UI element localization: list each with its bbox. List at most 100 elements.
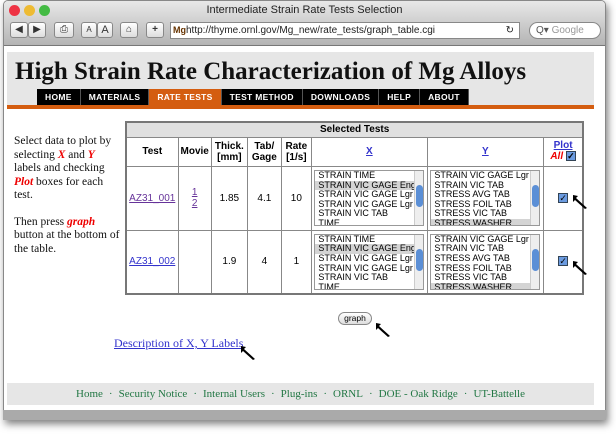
footer-links: Home · Security Notice · Internal Users · Plug… [7, 383, 594, 405]
option[interactable]: STRAIN VIC TAB [434, 179, 505, 190]
rate-cell: 1 [280, 229, 312, 295]
col-y-link[interactable]: Y [482, 146, 489, 157]
option[interactable]: STRAIN VIC GAGE Lgr neck [318, 198, 425, 209]
option[interactable]: STRAIN VIC GAGE Eng [315, 244, 424, 254]
print-button[interactable]: ⎙ [54, 22, 74, 38]
option[interactable]: STRAIN VIC TAB [434, 243, 505, 254]
scrollbar[interactable] [530, 234, 540, 289]
url-text: http://thyme.ornl.gov/Mg_new/rate_tests/… [186, 25, 436, 36]
option[interactable]: STRAIN VIC GAGE Lgr neck [434, 170, 541, 180]
pointer-arrow-icon [573, 261, 587, 275]
footer-link[interactable]: UT-Battelle [473, 388, 525, 400]
footer-link[interactable]: Home [76, 388, 103, 400]
footer-link[interactable]: Internal Users [202, 388, 265, 400]
footer-link[interactable]: DOE - Oak Ridge [378, 388, 458, 400]
text-larger-button[interactable]: A [97, 22, 113, 38]
nav-materials[interactable]: MATERIALS [80, 89, 150, 105]
option[interactable]: STRAIN VIC TAB [318, 272, 389, 283]
option[interactable]: STRESS WASHER [431, 282, 540, 289]
back-button[interactable]: ◀ [10, 22, 28, 38]
option[interactable]: STRAIN VIC GAGE Lgr [318, 252, 413, 263]
option[interactable]: STRAIN VIC GAGE Lgr neck [434, 233, 541, 244]
footer-link[interactable]: Plug-ins [280, 388, 318, 400]
option[interactable]: STRESS FOIL TAB [434, 262, 512, 273]
col-movie: Movie [177, 136, 212, 167]
y-select[interactable]: STRAIN VIC GAGE Lgr neck STRAIN VIC TAB ST… [430, 233, 541, 290]
separator: · [463, 388, 468, 400]
scrollbar[interactable] [530, 171, 540, 225]
nav-rate-tests[interactable]: RATE TESTS [149, 89, 222, 105]
option[interactable]: STRESS VIC TAB [434, 272, 508, 283]
thick-cell: 1.9 [210, 229, 248, 295]
separator: · [271, 388, 275, 400]
test-link[interactable]: AZ31_002 [129, 256, 176, 268]
option[interactable]: STRESS AVG TAB [434, 252, 510, 263]
separator: · [108, 388, 113, 400]
option[interactable]: STRESS WASHER [431, 218, 540, 225]
table-row: AZ31_002 1.9 4 1 STRAIN TIME STRAIN VIC GAGE … [125, 229, 584, 295]
option[interactable]: STRAIN VIC GAGE Eng [315, 180, 424, 191]
option[interactable]: STRAIN VIC TAB [318, 208, 389, 219]
nav-downloads[interactable]: DOWNLOADS [302, 89, 380, 105]
header-divider [7, 105, 594, 109]
option[interactable]: STRAIN TIME [318, 233, 376, 244]
footer-link[interactable]: ORNL [333, 388, 363, 400]
col-x-link[interactable]: X [366, 146, 373, 157]
option[interactable]: STRAIN VIC GAGE Lgr [318, 189, 413, 200]
tab-cell: 4 [246, 229, 282, 295]
plot-checkbox[interactable]: ✓ [558, 192, 569, 203]
option[interactable]: TIME [318, 217, 340, 226]
text-smaller-button[interactable]: A [81, 22, 97, 38]
search-input[interactable]: Q▾ Google [529, 22, 601, 39]
option[interactable]: STRESS FOIL TAB [434, 198, 512, 209]
window-bottom-bar [3, 410, 606, 420]
plot-checkbox[interactable]: ✓ [558, 256, 569, 267]
forward-button[interactable]: ▶ [28, 22, 46, 38]
main-nav: HOME MATERIALS RATE TESTS TEST METHOD DO… [37, 89, 469, 105]
test-link[interactable]: AZ31_001 [129, 192, 176, 204]
rate-cell: 10 [280, 165, 312, 231]
option[interactable]: TIME [318, 281, 340, 290]
reload-icon[interactable]: ↻ [505, 25, 514, 36]
all-label: All [550, 151, 564, 162]
scrollbar[interactable] [414, 234, 424, 289]
footer-link[interactable]: Security Notice [118, 388, 188, 400]
home-button[interactable]: ⌂ [120, 22, 138, 38]
y-select[interactable]: STRAIN VIC GAGE Lgr neck STRAIN VIC TAB ST… [430, 170, 541, 226]
nav-home[interactable]: HOME [37, 89, 81, 105]
description-link[interactable]: Description of X, Y Labels [114, 336, 244, 350]
x-select[interactable]: STRAIN TIME STRAIN VIC GAGE Eng STRAIN VIC… [314, 170, 425, 226]
col-test: Test [125, 136, 179, 167]
search-icon: Q▾ [536, 25, 549, 36]
selected-tests-table: Selected Tests Test Movie Thick. [mm] Ta… [125, 121, 585, 295]
plot-all-checkbox[interactable]: ✓ [565, 151, 576, 161]
site-icon: Mg [173, 25, 186, 35]
separator: · [193, 388, 197, 400]
x-select[interactable]: STRAIN TIME STRAIN VIC GAGE Eng STRAIN VIC… [314, 233, 425, 290]
zoom-icon[interactable] [39, 5, 50, 16]
table-row: AZ31_001 1 2 1.85 4.1 10 STRAIN TIME STRAIN VIC… [125, 165, 584, 231]
movie-link[interactable]: 1 [191, 187, 198, 198]
movie-cell [177, 229, 212, 295]
pointer-arrow-icon [241, 346, 255, 360]
movie-link[interactable]: 2 [191, 198, 198, 209]
add-bookmark-button[interactable]: + [146, 22, 164, 38]
minimize-icon[interactable] [24, 5, 35, 16]
option[interactable]: STRAIN TIME [318, 170, 376, 180]
nav-help[interactable]: HELP [379, 89, 421, 105]
graph-button[interactable]: graph [338, 312, 372, 325]
option[interactable]: STRESS AVG TAB [434, 189, 510, 200]
col-rate: Rate [1/s] [280, 136, 312, 167]
close-icon[interactable] [9, 5, 20, 16]
col-plot-link[interactable]: Plot [553, 140, 573, 151]
separator: · [323, 388, 328, 400]
site-header: High Strain Rate Characterization of Mg … [7, 52, 594, 106]
nav-about[interactable]: ABOUT [420, 89, 469, 105]
address-bar[interactable]: Mghttp://thyme.ornl.gov/Mg_new/rate_test… [170, 22, 520, 39]
option[interactable]: STRAIN VIC GAGE Lgr neck [318, 262, 425, 273]
col-thick: Thick. [mm] [210, 136, 248, 167]
option[interactable]: STRESS VIC TAB [434, 208, 508, 219]
scrollbar[interactable] [414, 171, 424, 225]
nav-test-method[interactable]: TEST METHOD [221, 89, 303, 105]
